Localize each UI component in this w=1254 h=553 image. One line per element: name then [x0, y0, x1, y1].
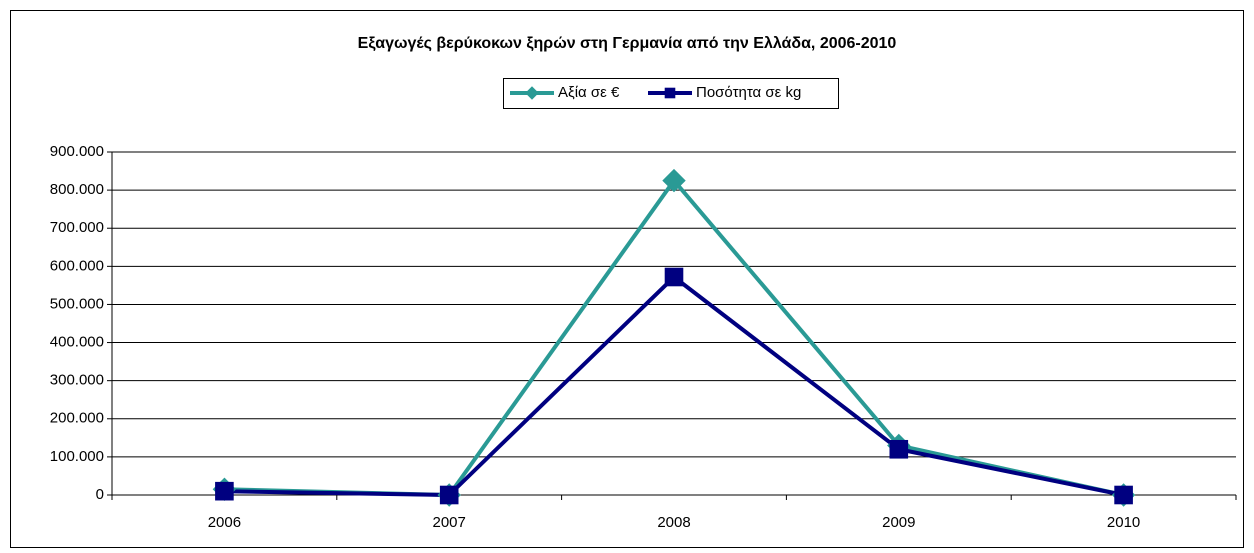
y-tick-label: 100.000 — [50, 448, 104, 465]
y-tick-label: 200.000 — [50, 410, 104, 427]
data-point — [889, 439, 909, 459]
y-tick-label: 800.000 — [50, 181, 104, 198]
legend-marker — [525, 86, 539, 100]
data-point — [662, 168, 686, 193]
data-point — [439, 485, 459, 505]
y-tick-label: 500.000 — [50, 295, 104, 312]
x-tick-label: 2009 — [882, 514, 915, 531]
y-tick-label: 600.000 — [50, 257, 104, 274]
y-tick-label: 300.000 — [50, 372, 104, 389]
legend-marker — [664, 87, 676, 99]
y-tick-label: 400.000 — [50, 334, 104, 351]
x-tick-label: 2007 — [433, 514, 466, 531]
data-point — [664, 267, 684, 287]
y-tick-label: 0 — [96, 486, 104, 503]
x-tick-label: 2010 — [1107, 514, 1140, 531]
y-tick-label: 900.000 — [50, 143, 104, 160]
data-point — [215, 481, 234, 501]
x-tick-label: 2008 — [657, 514, 690, 531]
data-point — [1114, 485, 1133, 505]
x-tick-label: 2006 — [208, 514, 241, 531]
legend-label: Ποσότητα σε kg — [696, 84, 801, 101]
chart-title: Εξαγωγές βερύκοκων ξηρών στη Γερμανία απ… — [358, 35, 897, 52]
legend-label: Αξία σε € — [558, 84, 620, 101]
y-tick-label: 700.000 — [50, 219, 104, 236]
